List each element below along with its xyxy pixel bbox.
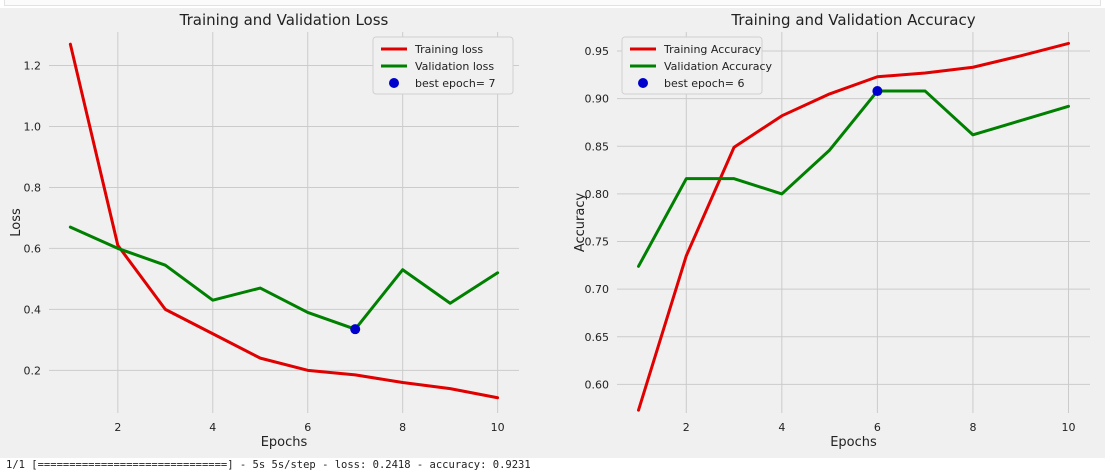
x-tick-label: 6 xyxy=(874,421,881,434)
best-epoch-marker xyxy=(350,324,361,335)
y-tick-label: 0.80 xyxy=(585,188,610,201)
x-tick-label: 8 xyxy=(969,421,976,434)
y-tick-label: 0.65 xyxy=(585,331,610,344)
legend-label: best epoch= 7 xyxy=(415,77,496,90)
x-tick-label: 8 xyxy=(399,421,406,434)
y-tick-label: 0.2 xyxy=(24,364,42,377)
x-tick-label: 4 xyxy=(778,421,785,434)
y-axis-label: Accuracy xyxy=(573,193,588,253)
y-axis-label: Loss xyxy=(9,208,24,237)
series-line-training xyxy=(637,41,1070,412)
legend: Training loss Validation loss best epoch= … xyxy=(372,36,514,95)
legend-marker xyxy=(389,78,399,88)
x-tick-label: 4 xyxy=(209,421,216,434)
series-line-validation xyxy=(68,225,500,331)
legend-box xyxy=(372,36,514,95)
y-tick-label: 0.6 xyxy=(24,242,42,255)
x-tick-label: 10 xyxy=(491,421,505,434)
top-edge xyxy=(0,0,1105,8)
y-tick-label: 0.90 xyxy=(585,93,610,106)
legend-box xyxy=(621,36,763,95)
y-tick-label: 0.60 xyxy=(585,378,610,391)
y-tick-label: 0.70 xyxy=(585,283,610,296)
x-tick-label: 2 xyxy=(114,421,121,434)
series-line-validation xyxy=(637,89,1070,268)
figure-canvas: 0.2 0.4 0.6 0.8 1.0 1.2 2 4 6 8 10 Training and Val… xyxy=(9,11,1090,450)
x-tick-label: 6 xyxy=(304,421,311,434)
console-log-line: 1/1 [==============================] - 5… xyxy=(6,459,531,471)
x-tick-label: 10 xyxy=(1062,421,1076,434)
legend-label: Validation Accuracy xyxy=(664,60,773,73)
y-tick-label: 1.2 xyxy=(24,60,42,73)
x-axis-label: Epochs xyxy=(830,435,877,450)
best-epoch-marker xyxy=(872,86,883,97)
y-tick-label: 0.8 xyxy=(24,181,42,194)
chart-title: Training and Validation Accuracy xyxy=(730,11,975,29)
chart-title: Training and Validation Loss xyxy=(179,11,389,29)
legend: Training Accuracy Validation Accuracy best… xyxy=(621,36,773,95)
training-history-figure: 0.2 0.4 0.6 0.8 1.0 1.2 2 4 6 8 10 Training and Val… xyxy=(0,8,1105,458)
y-tick-label: 1.0 xyxy=(24,120,42,133)
plot-area xyxy=(617,32,1090,413)
legend-label: Validation loss xyxy=(415,60,494,73)
y-tick-label: 0.75 xyxy=(585,236,610,249)
plot-area xyxy=(49,32,519,413)
legend-label: Training Accuracy xyxy=(663,43,762,56)
y-tick-label: 0.85 xyxy=(585,140,610,153)
chart-accuracy: 0.60 0.65 0.70 0.75 0.80 0.85 0.90 0.95 2 4 6 8 10 Tr… xyxy=(573,11,1090,450)
series-line-training xyxy=(68,42,500,400)
legend-label: best epoch= 6 xyxy=(664,77,745,90)
legend-marker xyxy=(638,78,648,88)
chart-loss: 0.2 0.4 0.6 0.8 1.0 1.2 2 4 6 8 10 Training and Val… xyxy=(9,11,519,450)
y-tick-label: 0.4 xyxy=(24,303,42,316)
y-tick-label: 0.95 xyxy=(585,45,610,58)
x-tick-label: 2 xyxy=(683,421,690,434)
x-axis-label: Epochs xyxy=(261,435,308,450)
legend-label: Training loss xyxy=(414,43,483,56)
